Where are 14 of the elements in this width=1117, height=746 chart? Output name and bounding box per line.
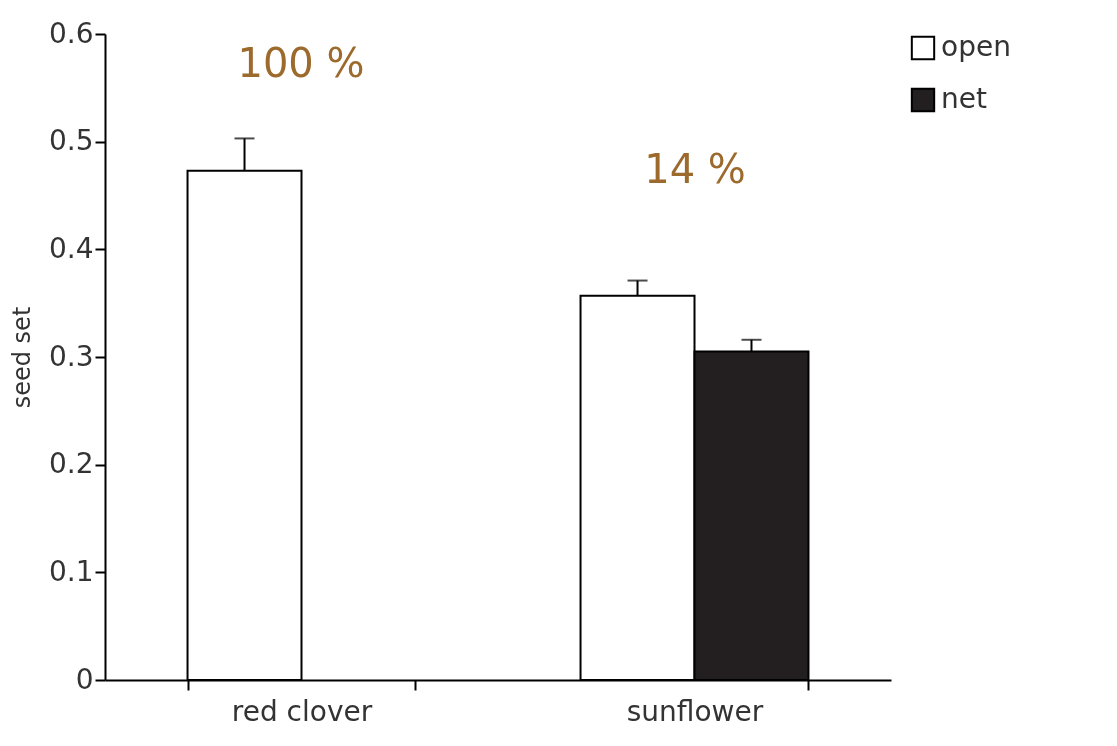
legend-label: net <box>941 82 987 115</box>
y-tick-label: 0 <box>75 662 94 696</box>
y-tick-label: 0.3 <box>48 339 94 373</box>
annotation: 14 % <box>644 146 746 192</box>
y-axis-title: seed set <box>7 306 36 409</box>
legend-label: open <box>941 30 1011 63</box>
y-tick-label: 0.2 <box>48 447 94 481</box>
annotation: 100 % <box>237 40 365 86</box>
y-tick-label: 0.4 <box>48 231 94 265</box>
y-tick-label: 0.6 <box>48 16 94 50</box>
x-tick-label: sunflower <box>626 694 764 728</box>
y-tick-label: 0.1 <box>48 554 94 588</box>
x-tick-label: red clover <box>231 694 373 728</box>
y-tick-label: 0.5 <box>48 124 94 158</box>
